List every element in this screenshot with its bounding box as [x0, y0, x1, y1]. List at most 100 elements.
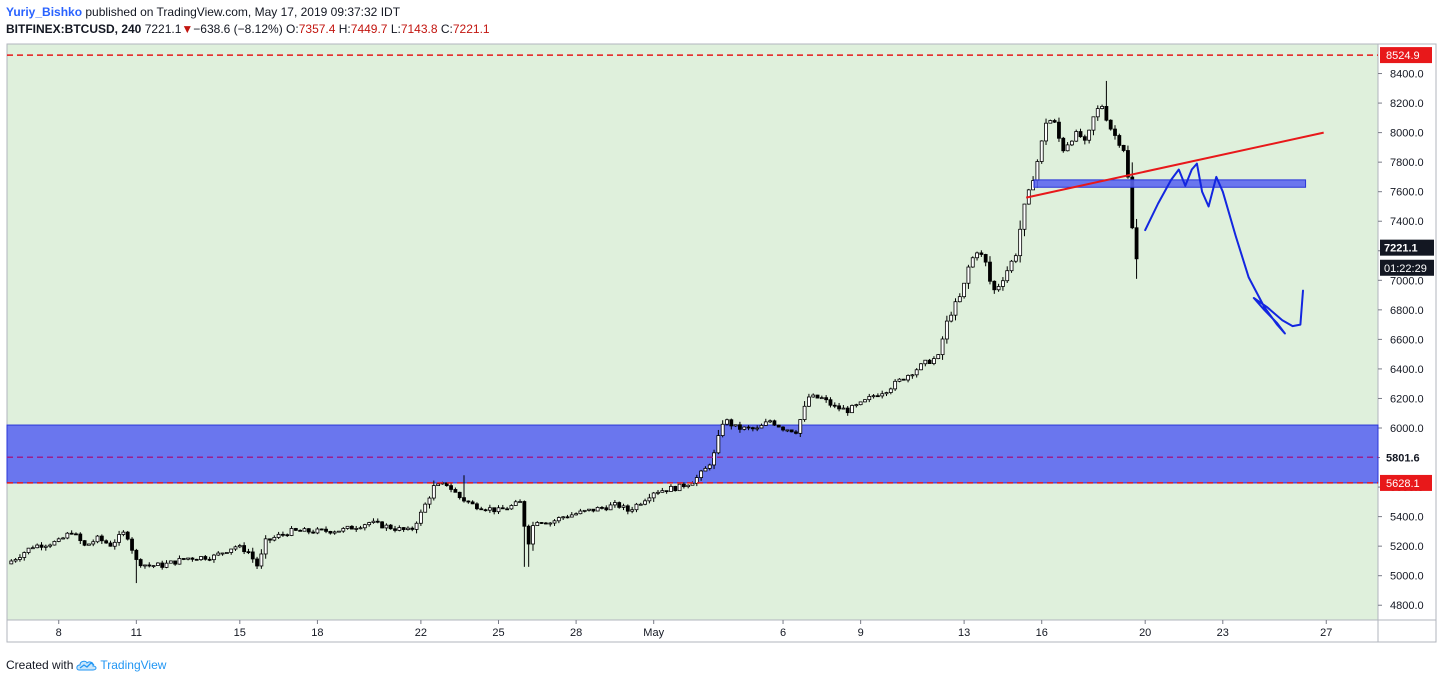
candle-body: [832, 404, 837, 407]
y-tick-label: 8200.0: [1390, 98, 1424, 110]
chart-frame: [6, 43, 1437, 643]
candle-body: [108, 542, 113, 547]
down-arrow-icon: ▼: [181, 22, 194, 36]
candle-body: [1005, 270, 1010, 282]
candle-body: [302, 528, 307, 532]
candle-body: [845, 407, 850, 414]
candle-body: [643, 500, 647, 505]
candle-body: [729, 419, 734, 427]
candle-body: [1117, 135, 1122, 146]
candle-body: [815, 394, 820, 399]
candle-body: [612, 502, 617, 506]
candle-body: [608, 504, 613, 511]
candle-body: [595, 507, 600, 512]
candle-body: [160, 562, 165, 568]
candle-body: [621, 505, 626, 508]
candle-body: [1035, 161, 1040, 182]
candle-body: [531, 525, 535, 545]
candle-body: [375, 520, 380, 523]
y-tick-label: 5000.0: [1390, 571, 1424, 583]
candle-body: [1087, 129, 1092, 141]
candle-body: [539, 522, 544, 524]
candle-body: [871, 395, 876, 398]
price-chart[interactable]: 4800.05000.05200.05400.05600.05800.06000…: [0, 40, 1444, 650]
candle-body: [776, 424, 781, 428]
candle-body: [406, 527, 410, 530]
candle-body: [1130, 176, 1135, 229]
candle-body: [121, 531, 126, 535]
candle-body: [380, 521, 384, 529]
candle-body: [143, 564, 147, 567]
candle-body: [992, 280, 997, 291]
candle-body: [979, 252, 984, 255]
candle-body: [893, 380, 898, 390]
candle-body: [811, 394, 816, 398]
candle-body: [875, 395, 880, 398]
publish-info: Yuriy_Bishko published on TradingView.co…: [6, 5, 400, 19]
candle-body: [802, 405, 807, 420]
candle-body: [544, 522, 548, 525]
open-label: O:: [286, 22, 299, 36]
candle-body: [781, 426, 785, 431]
candle-body: [1104, 106, 1109, 121]
candle-body: [281, 533, 285, 536]
x-tick-label: 16: [1036, 627, 1048, 639]
candle-body: [410, 527, 415, 530]
candle-body: [1074, 131, 1079, 142]
support-zone[interactable]: [6, 424, 1379, 484]
candle-body: [1113, 128, 1117, 136]
candle-body: [242, 545, 247, 553]
candle-body: [155, 562, 160, 566]
candle-body: [91, 541, 96, 545]
candle-body: [319, 528, 324, 531]
candle-body: [384, 524, 389, 529]
x-tick-label: May: [643, 627, 664, 639]
candle-body: [535, 522, 540, 527]
y-tick-label: 6000.0: [1390, 423, 1424, 435]
trendline[interactable]: [1025, 131, 1324, 199]
candle-body: [591, 508, 596, 512]
candle-body: [789, 429, 794, 433]
current-price-label: 7221.1: [1384, 243, 1418, 255]
low-label: L:: [390, 22, 401, 36]
candle-body: [1091, 116, 1096, 131]
x-tick-label: 25: [492, 627, 504, 639]
candle-body: [207, 558, 212, 561]
candle-body: [927, 359, 932, 364]
candle-body: [315, 528, 320, 534]
candle-body: [647, 497, 652, 502]
candle-body: [1057, 121, 1061, 139]
candle-body: [634, 503, 639, 511]
candle-body: [819, 397, 824, 400]
candle-body: [22, 552, 27, 558]
candle-body: [686, 484, 691, 488]
tradingview-logo[interactable]: TradingView: [76, 658, 166, 672]
candle-body: [104, 540, 109, 544]
high-value: 7449.7: [350, 22, 388, 36]
candle-body: [664, 490, 669, 493]
candle-body: [919, 363, 923, 371]
candle-body: [798, 419, 803, 434]
candle-body: [513, 501, 518, 506]
x-tick-label: 11: [131, 627, 142, 639]
candle-body: [52, 541, 57, 546]
projection-drawing[interactable]: [1144, 162, 1304, 335]
candle-body: [914, 369, 919, 376]
candle-body: [48, 544, 53, 547]
candle-body: [1134, 227, 1139, 260]
candle-body: [552, 520, 557, 524]
candle-body: [272, 537, 277, 541]
ohlc-legend: BITFINEX:BTCUSD, 240 7221.1▼−638.6 (−8.1…: [6, 22, 490, 36]
candle-body: [518, 501, 522, 503]
candle-body: [600, 507, 604, 509]
candle-body: [1061, 137, 1066, 152]
candle-body: [669, 485, 673, 492]
close-label: C:: [440, 22, 453, 36]
author-link[interactable]: Yuriy_Bishko: [6, 5, 83, 19]
candle-body: [418, 511, 423, 524]
candle-body: [224, 552, 229, 554]
candle-body: [74, 533, 78, 536]
candle-body: [457, 491, 462, 499]
candle-body: [630, 509, 635, 512]
candle-body: [358, 527, 363, 530]
